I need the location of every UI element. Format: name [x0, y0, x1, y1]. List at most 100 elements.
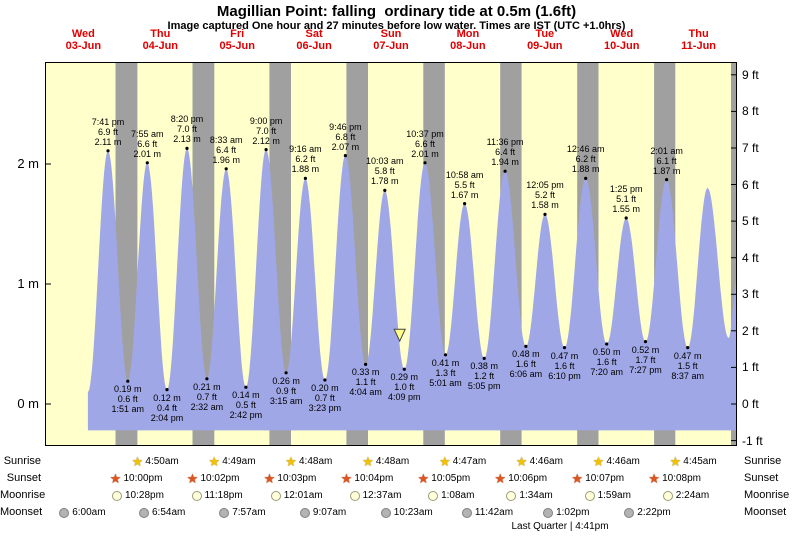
- right-axis-label: 5 ft: [742, 214, 759, 229]
- sunrise-time: 4:47am: [452, 456, 487, 467]
- tide-extreme-dot: [145, 161, 149, 165]
- tide-extreme-dot: [284, 371, 288, 375]
- day-label-fri-05-Jun: Fri 05-Jun: [219, 28, 255, 52]
- sunrise-time: 4:49am: [222, 456, 256, 467]
- moonrise-time: 1:08am: [441, 490, 475, 501]
- sunrise-star-icon: ★: [438, 454, 451, 469]
- tide-extreme-dot: [303, 176, 307, 180]
- right-axis-label: 8 ft: [742, 104, 759, 119]
- sunrise-time: 4:48am: [375, 456, 410, 467]
- moonset-circle-icon: [59, 508, 70, 518]
- moonset-circle-icon: [461, 508, 472, 518]
- tide-extreme-dot: [126, 379, 130, 383]
- sunset-time: 10:06pm: [508, 473, 548, 484]
- sunset-star-icon: ★: [340, 471, 353, 486]
- tide-extreme-dot: [402, 367, 406, 371]
- tide-extreme-dot: [264, 148, 268, 152]
- tide-extreme-dot: [205, 377, 209, 381]
- sunset-time: 10:04pm: [354, 473, 394, 484]
- tide-extreme-dot: [423, 161, 427, 165]
- tide-extreme-dot: [624, 216, 628, 220]
- left-axis-label: 1 m: [17, 276, 39, 291]
- moonrise-time: 11:18pm: [204, 490, 243, 501]
- moonrise-circle-icon: [506, 491, 517, 501]
- tide-extreme-dot: [165, 388, 169, 392]
- sunrise-time: 4:50am: [145, 456, 179, 467]
- moonset-time: 11:42am: [474, 507, 514, 518]
- moonset-circle-icon: [139, 508, 149, 518]
- sunrise-star-icon: ★: [362, 454, 374, 469]
- moonrise-row-label-right: Moonrise: [744, 489, 790, 501]
- tide-extreme-dot: [543, 212, 547, 216]
- right-axis-label: 2 ft: [742, 323, 759, 338]
- day-label-thu-04-Jun: Thu 04-Jun: [142, 28, 179, 52]
- moonset-time: 2:22pm: [637, 507, 671, 518]
- moonset-time: 10:23am: [393, 507, 433, 518]
- moonset-circle-icon: [624, 508, 635, 518]
- sunset-row-label-right: Sunset: [744, 472, 779, 484]
- sunset-row-label-left: Sunset: [6, 472, 41, 484]
- moonset-time: 6:54am: [152, 507, 186, 518]
- moonset-row-label-right: Moonset: [744, 506, 787, 518]
- sunrise-time: 4:45am: [683, 456, 717, 467]
- right-axis-label: 7 ft: [742, 141, 759, 155]
- sunrise-row-label-right: Sunrise: [744, 455, 782, 467]
- moonrise-circle-icon: [112, 491, 122, 501]
- right-axis-label: 9 ft: [742, 67, 759, 82]
- right-axis-label: -1 ft: [742, 433, 763, 448]
- sunset-time: 10:03pm: [277, 473, 317, 484]
- plot-border: [45, 62, 737, 446]
- sunrise-star-icon: ★: [208, 454, 221, 469]
- moonrise-time: 2:24am: [675, 490, 710, 501]
- sunset-star-icon: ★: [571, 471, 584, 486]
- moonrise-time: 12:37am: [362, 490, 402, 501]
- tide-extreme-dot: [482, 356, 486, 360]
- moonrise-time: 10:28pm: [125, 490, 164, 501]
- day-label-sun-07-Jun: Sun 07-Jun: [373, 28, 409, 52]
- tide-chart-svg: [45, 62, 737, 446]
- sunrise-row-label-left: Sunrise: [3, 455, 41, 467]
- sunset-star-icon: ★: [109, 471, 122, 486]
- day-label-thu-11-Jun: Thu 11-Jun: [681, 28, 717, 52]
- moonrise-circle-icon: [270, 491, 281, 501]
- moonset-time: 9:07am: [312, 507, 347, 518]
- day-label-mon-08-Jun: Mon 08-Jun: [450, 28, 486, 52]
- tide-extreme-dot: [665, 178, 669, 182]
- moonrise-time: 12:01am: [283, 490, 323, 501]
- sunset-time: 10:05pm: [431, 473, 471, 484]
- moonset-time: 7:57am: [232, 507, 266, 518]
- tide-extreme-dot: [224, 167, 228, 171]
- page-subtitle: Image captured One hour and 27 minutes b…: [167, 20, 626, 32]
- moonset-circle-icon: [543, 508, 554, 518]
- sunset-star-icon: ★: [417, 471, 430, 486]
- moonrise-time: 1:59am: [597, 490, 631, 501]
- tide-extreme-dot: [503, 169, 507, 173]
- current-time-marker-icon: [393, 328, 406, 343]
- tide-extreme-dot: [443, 353, 448, 357]
- day-label-wed-03-Jun: Wed 03-Jun: [65, 28, 102, 52]
- moonrise-circle-icon: [191, 491, 202, 501]
- moon-phase-label: Last Quarter | 4:41pm: [511, 521, 609, 532]
- sunrise-star-icon: ★: [515, 454, 528, 469]
- tide-extreme-dot: [562, 346, 567, 350]
- left-axis-label: 2 m: [17, 156, 39, 171]
- sunrise-star-icon: ★: [285, 454, 297, 469]
- right-axis-label: 6 ft: [742, 177, 759, 192]
- moonrise-time: 1:34am: [519, 490, 553, 501]
- tide-extreme-dot: [463, 202, 467, 206]
- sunrise-star-icon: ★: [592, 454, 605, 469]
- tide-curve-area: [87, 148, 737, 431]
- tide-extreme-dot: [605, 342, 609, 346]
- sunset-star-icon: ★: [494, 471, 507, 486]
- moonset-time: 1:02pm: [556, 507, 590, 518]
- moonrise-circle-icon: [428, 491, 439, 501]
- sunset-time: 10:02pm: [200, 473, 240, 484]
- sunset-star-icon: ★: [648, 471, 660, 486]
- moonrise-row-label-left: Moonrise: [0, 489, 46, 501]
- moonset-circle-icon: [380, 508, 391, 518]
- sunset-star-icon: ★: [263, 471, 276, 486]
- sunrise-time: 4:46am: [529, 456, 563, 467]
- moonset-time: 6:00am: [72, 507, 106, 518]
- sunset-time: 10:08pm: [662, 473, 702, 484]
- night-band: [731, 62, 737, 446]
